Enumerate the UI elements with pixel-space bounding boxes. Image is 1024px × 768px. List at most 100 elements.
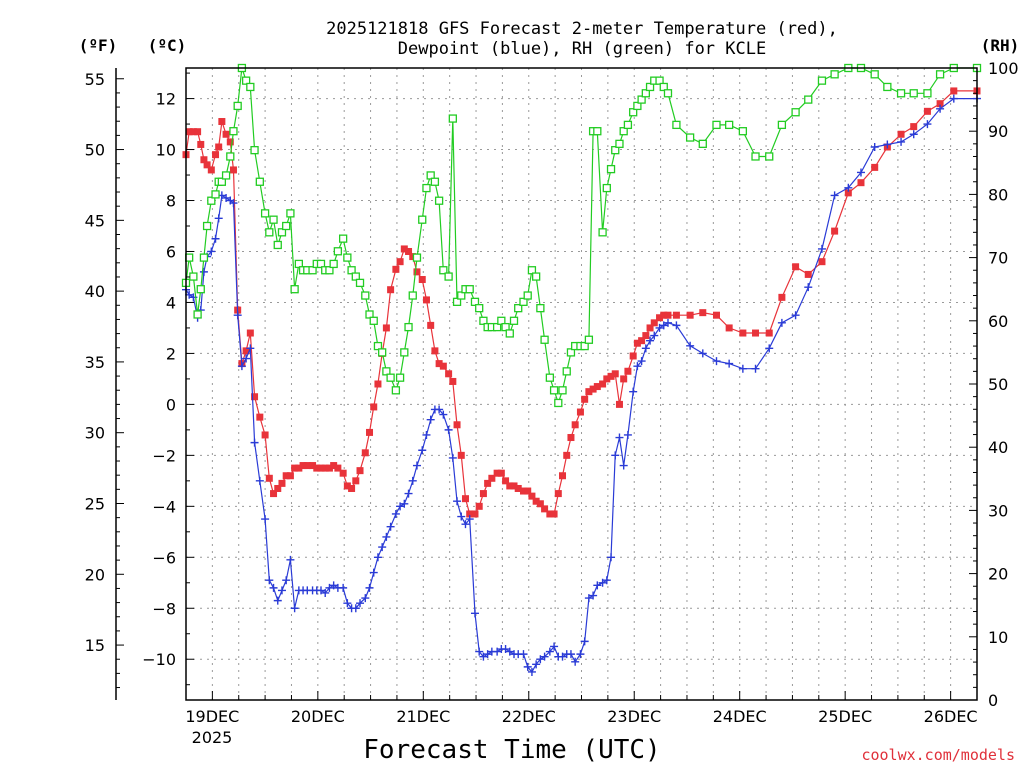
series-rh	[181, 63, 982, 408]
rh-point	[193, 310, 202, 319]
rh-point	[351, 272, 360, 281]
rh-point	[265, 228, 274, 237]
dewpoint-point	[523, 662, 532, 671]
dewpoint-point	[214, 214, 223, 223]
rh-point	[412, 253, 422, 262]
rh-point	[584, 335, 594, 344]
temperature-point	[536, 500, 544, 508]
rh-point	[246, 82, 255, 92]
temperature-point	[334, 464, 342, 472]
rh-point	[211, 190, 220, 199]
celsius-tick-label: 2	[166, 344, 176, 363]
temperature-point	[309, 462, 317, 470]
rh-point	[598, 228, 607, 237]
rh-point	[448, 114, 457, 123]
dewpoint-point	[412, 461, 421, 470]
rh-point	[202, 221, 212, 231]
rh-point	[540, 335, 549, 344]
time-tick-label: 25DEC	[818, 707, 872, 726]
rh-point	[294, 259, 303, 269]
temperature-point	[278, 479, 286, 487]
dewpoint-point	[936, 104, 945, 113]
dewpoint-point	[909, 130, 918, 139]
temperature-point	[571, 421, 579, 429]
rh-point	[226, 152, 235, 161]
rh-point	[196, 285, 205, 294]
rh-point	[751, 152, 760, 161]
celsius-tick-label: 6	[166, 242, 176, 261]
temperature-point	[475, 502, 483, 510]
temperature-point	[541, 505, 549, 513]
temperature-point	[660, 311, 668, 319]
dewpoint-point	[242, 354, 251, 363]
time-tick-label: 26DEC	[924, 707, 978, 726]
temperature-point	[642, 332, 650, 340]
temperature-point	[189, 128, 197, 136]
dewpoint-point	[712, 357, 721, 366]
temperature-point	[831, 227, 839, 235]
temperature-point	[910, 123, 918, 131]
temperature-point	[422, 296, 430, 304]
temperature-point	[638, 337, 646, 345]
dewpoint-point	[663, 318, 672, 327]
dewpoint-point	[830, 191, 839, 200]
temperature-point	[405, 247, 413, 255]
dewpoint-point	[545, 647, 554, 656]
rh-point	[217, 177, 227, 186]
time-tick-label: 24DEC	[713, 707, 767, 726]
dewpoint-point	[576, 650, 585, 659]
rh-point	[629, 108, 638, 117]
dewpoint-point	[316, 586, 325, 595]
dewpoint-point	[817, 244, 826, 253]
temperature-point	[950, 87, 958, 95]
temperature-point	[615, 400, 623, 408]
temperature-point	[270, 490, 278, 498]
series-2-meter-temperature	[182, 87, 981, 518]
rh-point	[870, 70, 879, 79]
rh-point	[497, 316, 506, 325]
rh-point	[883, 82, 892, 92]
temperature-point	[356, 467, 364, 475]
rh-point	[329, 259, 338, 269]
dewpoint-point	[386, 522, 395, 531]
temperature-point	[519, 487, 527, 495]
dewpoint-point	[655, 323, 664, 332]
rh-point	[531, 272, 541, 281]
temperature-point	[200, 156, 208, 164]
fahrenheit-tick-label: 15	[85, 636, 105, 655]
dewpoint-point	[536, 655, 545, 664]
temperature-point	[923, 107, 931, 115]
temperature-point	[246, 329, 254, 337]
time-tick-label: 23DEC	[607, 707, 661, 726]
rh-point	[655, 76, 664, 85]
dewpoint-point	[470, 609, 479, 618]
dewpoint-point	[593, 581, 602, 590]
rh-point	[395, 373, 405, 382]
rh-point	[909, 89, 918, 98]
dewpoint-point	[949, 94, 958, 103]
rh-point	[430, 177, 440, 186]
rh-point	[378, 348, 387, 357]
rh-point	[633, 101, 642, 111]
dewpoint-point	[286, 555, 295, 564]
temperature-point	[546, 510, 554, 518]
rh-point	[509, 316, 519, 325]
temperature-point	[488, 474, 496, 482]
temperature-point	[699, 309, 707, 317]
dewpoint-point	[607, 553, 616, 562]
rh-point	[791, 108, 800, 117]
temperature-point	[936, 100, 944, 108]
dewpoint-point	[646, 336, 655, 345]
rh-point	[593, 127, 602, 136]
temperature-point	[686, 311, 694, 319]
celsius-tick-label: 0	[166, 395, 176, 414]
series-line	[185, 67, 977, 405]
temperature-point	[620, 375, 628, 383]
dewpoint-point	[426, 415, 435, 424]
rh-point	[286, 209, 295, 218]
temperature-point	[449, 377, 457, 385]
temperature-point	[502, 477, 510, 485]
time-tick-label: 21DEC	[396, 707, 450, 726]
dewpoint-point	[493, 647, 502, 656]
dewpoint-point	[343, 599, 352, 608]
